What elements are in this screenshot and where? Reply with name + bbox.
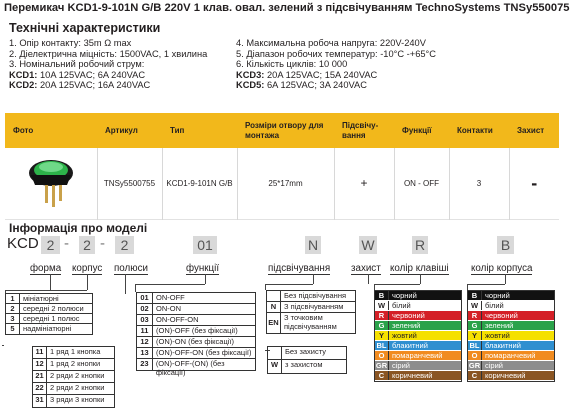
list-item: 11 1 ряд 1 кнопка: [33, 347, 114, 359]
table-header-row: Фото Артикул Тип Розміри отвору для монт…: [5, 113, 559, 148]
th-contacts: Контакти: [449, 113, 509, 148]
list-item: 13 (ON)-OFF-ON (без фіксації): [137, 348, 255, 359]
list-item: 12 1 ряд 2 кнопки: [33, 359, 114, 371]
spec-line: KCD3: 20A 125VAC; 15A 240VAC: [236, 69, 378, 80]
code-part-poles: 2: [115, 236, 134, 254]
th-protection: Захист: [509, 113, 559, 148]
th-func: Функції: [394, 113, 449, 148]
page-title: Перемикач KCD1-9-101N G/B 220V 1 клав. о…: [4, 2, 570, 14]
spec-line: 1. Опір контакту: 35m Ω max: [9, 38, 132, 48]
code-prefix: KCD: [7, 235, 39, 252]
list-item: 5 надмініатюрні: [6, 324, 92, 334]
label-protect: захист: [351, 263, 381, 275]
code-part-key-color: R: [412, 236, 428, 254]
label-body-color: колір корпуса: [471, 263, 533, 275]
cell-protection: -: [531, 172, 538, 193]
list-item: 22 2 ряди 2 кнопки: [33, 383, 114, 395]
form-options: 1 мініатюрні 2 середні 2 полюси 3 середні 1…: [5, 293, 93, 335]
list-item: 11 (ON)-OFF (без фіксації): [137, 326, 255, 337]
label-poles: полюси: [114, 263, 148, 275]
cell-size: 25*17mm: [237, 148, 335, 219]
cell-article: TNSy5500755: [97, 148, 163, 219]
label-light: підсвічування: [268, 263, 331, 275]
list-item: 02 ON-ON: [137, 304, 255, 315]
spec-line: 5. Діапазон робочих температур: -10°C -+…: [236, 48, 436, 59]
list-item: Без підсвічування: [267, 291, 355, 302]
code-part-body-color: B: [497, 236, 514, 254]
list-item: Без захисту: [268, 347, 346, 360]
product-table: Фото Артикул Тип Розміри отвору для монт…: [5, 113, 559, 220]
func-options: 01 ON-OFF 02 ON-ON 03 ON-OFF-ON 11 (ON)-OFF …: [136, 292, 256, 377]
th-size: Розміри отвору для монтажа: [237, 113, 334, 148]
cell-func: ON - OFF: [394, 148, 450, 219]
list-item: EN З точковим підсвічуванням: [268, 313, 337, 333]
pole-options: 11 1 ряд 1 кнопка 12 1 ряд 2 кнопки 21 2 ря…: [32, 346, 115, 408]
label-key-color: колір клавіші: [390, 263, 449, 275]
cell-light: +: [334, 148, 395, 219]
th-type: Тип: [162, 113, 237, 148]
list-item: 2 середні 2 полюси: [6, 304, 92, 314]
product-photo: [5, 148, 98, 219]
th-light: Підсвічу-вання: [334, 113, 394, 148]
list-item: 03 ON-OFF-ON: [137, 315, 255, 326]
code-part-light: N: [305, 236, 321, 254]
spec-line: KCD2: 20A 125VAC; 16A 240VAC: [9, 80, 151, 91]
spec-line: 6. Кількість циклів: 10 000: [236, 59, 348, 70]
label-form: форма: [30, 263, 62, 275]
label-func: функції: [186, 263, 220, 275]
spec-line: 3. Номінальний робочий струм:: [9, 59, 145, 70]
th-photo: Фото: [5, 113, 97, 148]
table-row: TNSy5500755 KCD1-9-101N G/B 25*17mm + ON…: [5, 148, 559, 219]
specs-right: 4. Максимальна робоча напруга: 220V-240V…: [236, 38, 436, 91]
key-color-gr: GR сірий: [375, 361, 461, 371]
code-part-body: 2: [79, 236, 95, 254]
body-color-gr: GR сірий: [468, 361, 554, 371]
key-color-bl: BL блакитний: [375, 341, 461, 351]
code-dash: -: [100, 235, 105, 252]
list-item: 31 3 ряди 3 кнопки: [33, 395, 114, 407]
spec-line: 4. Максимальна робоча напруга: 220V-240V: [236, 38, 426, 48]
code-part-func: 01: [193, 236, 217, 254]
spec-heading: Технічні характеристики: [9, 21, 161, 35]
spec-line: KCD5: 6A 125VAC; 3A 240VAC: [236, 80, 367, 91]
code-part-protect: W: [359, 236, 377, 254]
cell-contacts: 3: [449, 148, 510, 219]
spec-line: KCD1: 10A 125VAC; 6A 240VAC: [9, 69, 146, 80]
code-part-form: 2: [41, 236, 60, 254]
spec-line: 2. Діелектрична міцність: 1500VAC, 1 хви…: [9, 48, 208, 59]
specs-left: 1. Опір контакту: 35m Ω max 2. Діелектри…: [9, 38, 207, 91]
list-item: 3 середні 1 полюс: [6, 314, 92, 324]
list-item: 23 (ON)-OFF-(ON) (без фіксації): [137, 359, 255, 377]
list-item: 01 ON-OFF: [137, 293, 255, 304]
th-article: Артикул: [97, 113, 162, 148]
list-item: 12 (ON)-ON (без фіксації): [137, 337, 255, 348]
list-item: 1 мініатюрні: [6, 294, 92, 304]
list-item: 21 2 ряди 2 кнопки: [33, 371, 114, 383]
code-dash: -: [64, 235, 69, 252]
model-heading: Інформація про моделі: [9, 221, 148, 235]
rocker-switch-image: [28, 160, 73, 208]
cell-type: KCD1-9-101N G/B: [162, 148, 238, 219]
body-color-bl: BL блакитний: [468, 341, 554, 351]
